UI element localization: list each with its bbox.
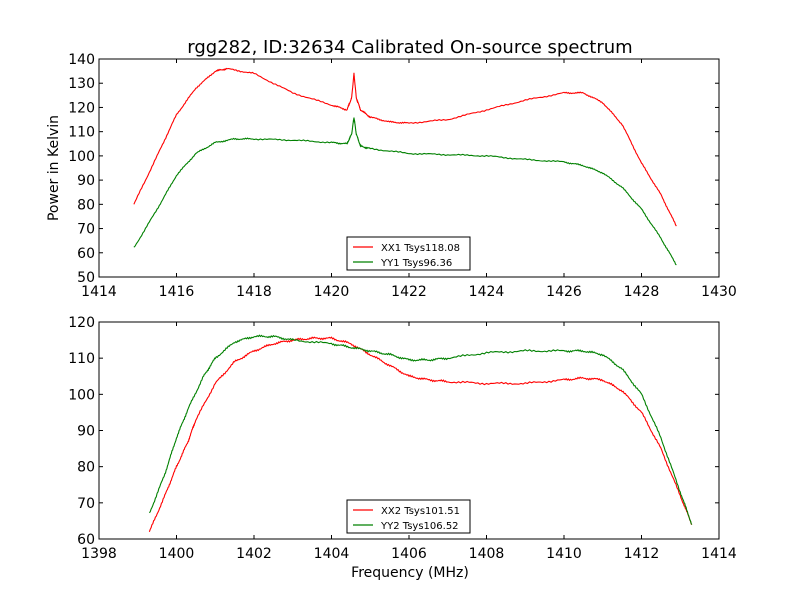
x-tick-label: 1398: [81, 546, 117, 562]
series-line-1: [148, 336, 693, 532]
y-tick-label: 60: [77, 532, 95, 548]
top-spectrum-plot: 1414 1416 1418 1420 1422 1424 1426 1428 1430 50 60…: [68, 52, 737, 300]
y-tick-label: 70: [77, 496, 95, 512]
x-tick-label: 1414: [81, 284, 117, 300]
y-tick-label: 100: [68, 149, 95, 165]
legend: XX1 Tsys118.08 YY1 Tsys96.36: [346, 236, 471, 271]
y-tick-label: 100: [68, 387, 95, 403]
chart-title: rgg282, ID:32634 Calibrated On-source sp…: [187, 37, 632, 58]
legend-box: [346, 499, 471, 534]
y-tick-label: 80: [77, 197, 95, 213]
x-tick-label: 1416: [159, 284, 195, 300]
y-tick-label: 120: [68, 100, 95, 116]
legend-box: [346, 236, 471, 271]
bottom-spectrum-plot: 1398 1400 1402 1404 1406 1408 1410 1412 1414 60 70…: [68, 315, 737, 562]
x-tick-label: 1404: [314, 546, 350, 562]
x-tick-label: 1406: [391, 546, 427, 562]
x-tick-label: 1418: [236, 284, 272, 300]
series-line-2: [133, 117, 677, 266]
x-tick-label: 1408: [469, 546, 505, 562]
y-tick-label: 90: [77, 173, 95, 189]
y-tick-label: 110: [68, 351, 95, 367]
legend: XX2 Tsys101.51 YY2 Tsys106.52: [346, 499, 471, 534]
x-tick-label: 1430: [701, 284, 737, 300]
y-tick-label: 130: [68, 76, 95, 92]
x-tick-label: 1424: [469, 284, 505, 300]
x-tick-label: 1420: [314, 284, 350, 300]
series-line-2: [148, 334, 693, 525]
y-tick-label: 50: [77, 270, 95, 286]
x-tick-label: 1412: [624, 546, 660, 562]
series-line-1: [133, 67, 677, 227]
y-tick-label: 120: [68, 315, 95, 331]
x-tick-label: 1426: [546, 284, 582, 300]
legend-label: YY2 Tsys106.52: [380, 521, 459, 532]
x-tick-label: 1422: [391, 284, 427, 300]
x-tick-label: 1402: [236, 546, 272, 562]
y-axis-label: Power in Kelvin: [46, 115, 62, 221]
y-tick-label: 110: [68, 125, 95, 141]
legend-label: XX2 Tsys101.51: [381, 506, 460, 517]
legend-label: XX1 Tsys118.08: [381, 243, 460, 254]
x-tick-label: 1400: [159, 546, 195, 562]
y-tick-label: 80: [77, 460, 95, 476]
y-tick-label: 90: [77, 424, 95, 440]
x-tick-label: 1410: [546, 546, 582, 562]
x-axis-label: Frequency (MHz): [351, 565, 469, 581]
y-tick-label: 60: [77, 246, 95, 262]
y-tick-label: 140: [68, 52, 95, 68]
x-tick-label: 1414: [701, 546, 737, 562]
legend-label: YY1 Tsys96.36: [380, 258, 452, 269]
x-tick-label: 1428: [624, 284, 660, 300]
y-tick-label: 70: [77, 222, 95, 238]
